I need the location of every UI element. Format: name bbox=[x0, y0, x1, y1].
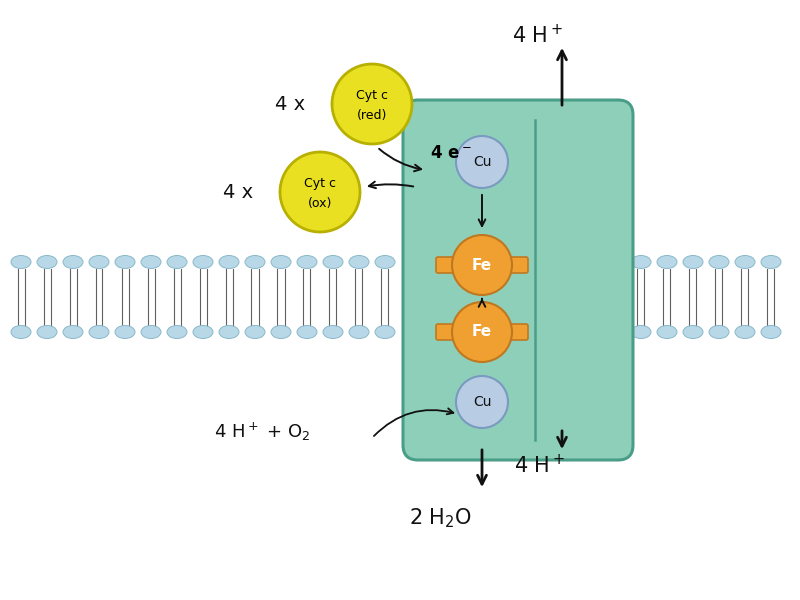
FancyBboxPatch shape bbox=[436, 324, 528, 340]
Ellipse shape bbox=[631, 256, 651, 269]
FancyBboxPatch shape bbox=[436, 257, 528, 273]
Text: 4 x: 4 x bbox=[275, 94, 305, 113]
Ellipse shape bbox=[167, 325, 187, 338]
Ellipse shape bbox=[553, 256, 573, 269]
Ellipse shape bbox=[452, 302, 512, 362]
Ellipse shape bbox=[323, 256, 343, 269]
Ellipse shape bbox=[349, 256, 369, 269]
Ellipse shape bbox=[89, 325, 109, 338]
Ellipse shape bbox=[332, 64, 412, 144]
Ellipse shape bbox=[89, 256, 109, 269]
Ellipse shape bbox=[271, 256, 291, 269]
Text: 4 H$^+$ + O$_2$: 4 H$^+$ + O$_2$ bbox=[214, 421, 310, 443]
Text: Fe: Fe bbox=[472, 325, 492, 340]
Ellipse shape bbox=[553, 325, 573, 338]
Text: Cyt c: Cyt c bbox=[304, 176, 336, 190]
Ellipse shape bbox=[683, 256, 703, 269]
Ellipse shape bbox=[452, 235, 512, 295]
Text: Cu: Cu bbox=[473, 395, 491, 409]
Ellipse shape bbox=[375, 256, 395, 269]
Ellipse shape bbox=[456, 136, 508, 188]
Ellipse shape bbox=[605, 256, 625, 269]
Ellipse shape bbox=[245, 325, 265, 338]
Ellipse shape bbox=[735, 256, 755, 269]
Text: Fe: Fe bbox=[472, 257, 492, 272]
Ellipse shape bbox=[631, 325, 651, 338]
Ellipse shape bbox=[245, 256, 265, 269]
Ellipse shape bbox=[63, 325, 83, 338]
Ellipse shape bbox=[605, 325, 625, 338]
Text: 4 e$^-$: 4 e$^-$ bbox=[430, 144, 471, 162]
Text: Cu: Cu bbox=[473, 155, 491, 169]
Ellipse shape bbox=[271, 325, 291, 338]
Ellipse shape bbox=[280, 152, 360, 232]
Ellipse shape bbox=[11, 325, 31, 338]
Ellipse shape bbox=[11, 256, 31, 269]
Ellipse shape bbox=[579, 256, 599, 269]
Ellipse shape bbox=[709, 325, 729, 338]
Ellipse shape bbox=[761, 325, 781, 338]
Ellipse shape bbox=[193, 325, 213, 338]
Ellipse shape bbox=[115, 325, 135, 338]
Ellipse shape bbox=[683, 325, 703, 338]
Ellipse shape bbox=[141, 256, 161, 269]
Ellipse shape bbox=[761, 256, 781, 269]
Ellipse shape bbox=[709, 256, 729, 269]
Ellipse shape bbox=[219, 256, 239, 269]
Ellipse shape bbox=[297, 256, 317, 269]
Text: 4 x: 4 x bbox=[223, 182, 253, 202]
Text: 2 H$_2$O: 2 H$_2$O bbox=[409, 506, 471, 530]
Ellipse shape bbox=[735, 325, 755, 338]
Ellipse shape bbox=[219, 325, 239, 338]
Ellipse shape bbox=[115, 256, 135, 269]
Ellipse shape bbox=[37, 256, 57, 269]
Ellipse shape bbox=[141, 325, 161, 338]
Ellipse shape bbox=[297, 325, 317, 338]
Ellipse shape bbox=[63, 256, 83, 269]
Ellipse shape bbox=[167, 256, 187, 269]
Text: Cyt c: Cyt c bbox=[356, 88, 388, 101]
Ellipse shape bbox=[323, 325, 343, 338]
Ellipse shape bbox=[37, 325, 57, 338]
Ellipse shape bbox=[579, 325, 599, 338]
Ellipse shape bbox=[456, 376, 508, 428]
Ellipse shape bbox=[657, 256, 677, 269]
Text: 4 H$^+$: 4 H$^+$ bbox=[512, 23, 563, 47]
Text: (red): (red) bbox=[357, 109, 387, 122]
Ellipse shape bbox=[375, 325, 395, 338]
FancyBboxPatch shape bbox=[403, 100, 633, 460]
Ellipse shape bbox=[349, 325, 369, 338]
Ellipse shape bbox=[193, 256, 213, 269]
Ellipse shape bbox=[657, 325, 677, 338]
Text: (ox): (ox) bbox=[308, 197, 332, 211]
Text: 4 H$^+$: 4 H$^+$ bbox=[514, 454, 566, 476]
